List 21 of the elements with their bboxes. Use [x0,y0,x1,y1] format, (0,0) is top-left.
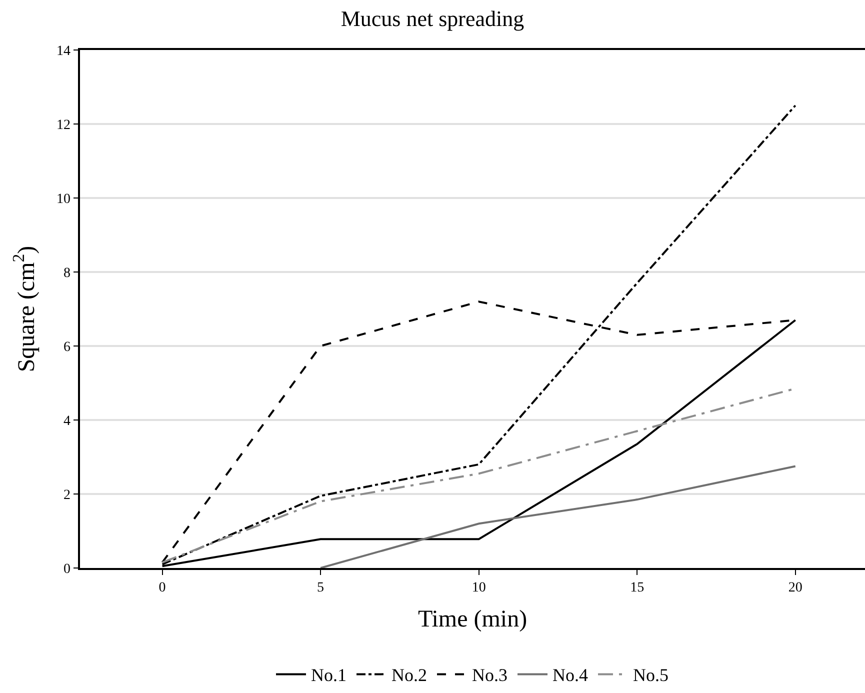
y-tick-label: 0 [63,562,70,577]
x-tick-label: 20 [788,580,802,596]
y-tick-label: 10 [56,192,70,207]
y-tick-label: 6 [63,340,70,355]
line-series [320,465,796,568]
chart-title: Mucus net spreading [340,6,524,31]
x-axis-title: Time (min) [418,606,528,632]
legend-label: No.3 [472,665,508,686]
y-tick-label: 2 [63,488,70,503]
x-tick-label: 5 [317,580,324,596]
x-tick-label: 0 [158,580,166,596]
y-tick-label: 12 [56,118,70,133]
legend-label: No.5 [633,665,668,686]
legend-label: No.2 [392,665,427,686]
y-tick-label: 4 [63,414,70,429]
x-tick-label: 15 [630,580,644,596]
y-tick-label: 14 [56,44,70,59]
legend-label: No.1 [311,665,346,686]
legend-label: No.4 [552,665,588,686]
x-tick-label: 10 [472,580,486,596]
y-tick-label: 8 [63,266,70,281]
